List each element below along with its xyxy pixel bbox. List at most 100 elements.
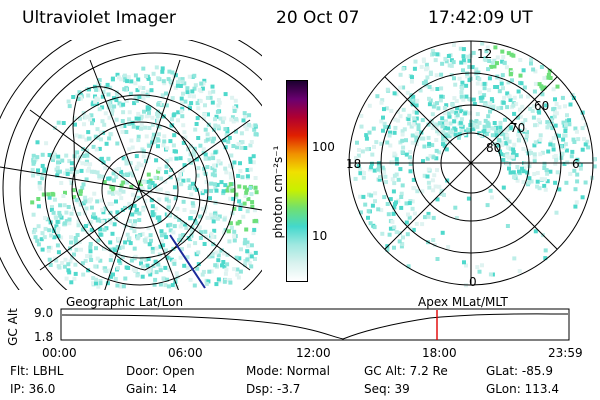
intensity-pixel xyxy=(116,75,121,80)
intensity-pixel xyxy=(194,122,199,126)
intensity-pixel xyxy=(86,114,91,119)
intensity-pixel xyxy=(539,177,544,182)
intensity-pixel xyxy=(482,128,487,133)
intensity-pixel xyxy=(102,122,107,127)
intensity-pixel xyxy=(235,221,240,226)
intensity-pixel xyxy=(156,119,161,123)
intensity-pixel xyxy=(544,168,549,173)
intensity-pixel xyxy=(365,147,370,152)
intensity-pixel xyxy=(578,166,583,171)
intensity-pixel xyxy=(143,125,148,130)
intensity-pixel xyxy=(108,85,113,90)
intensity-pixel xyxy=(187,243,191,248)
intensity-pixel xyxy=(521,147,526,151)
intensity-pixel xyxy=(414,110,419,115)
intensity-pixel xyxy=(563,129,568,133)
intensity-pixel xyxy=(574,200,579,205)
intensity-pixel xyxy=(585,139,590,144)
intensity-pixel xyxy=(80,227,85,232)
intensity-pixel xyxy=(100,207,105,212)
intensity-pixel xyxy=(501,86,505,91)
intensity-pixel xyxy=(188,144,193,149)
intensity-pixel xyxy=(545,120,550,125)
intensity-pixel xyxy=(485,203,490,208)
intensity-pixel xyxy=(95,97,100,102)
altitude-curve xyxy=(61,313,569,340)
intensity-pixel xyxy=(457,135,461,140)
lat-label-60: 60 xyxy=(534,99,549,113)
intensity-pixel xyxy=(94,281,98,286)
intensity-pixel xyxy=(366,209,371,214)
intensity-pixel xyxy=(459,60,464,65)
status-gain: Gain: 14 xyxy=(126,382,177,396)
intensity-pixel xyxy=(164,195,169,200)
intensity-pixel xyxy=(388,130,392,135)
intensity-pixel xyxy=(229,153,234,158)
intensity-pixel xyxy=(133,96,138,101)
intensity-pixel xyxy=(146,113,151,118)
intensity-pixel xyxy=(206,156,211,161)
intensity-pixel xyxy=(238,161,242,166)
intensity-pixel xyxy=(119,196,124,201)
intensity-pixel xyxy=(56,226,61,231)
intensity-pixel xyxy=(62,171,67,176)
intensity-pixel xyxy=(413,59,418,64)
intensity-pixel xyxy=(76,219,81,224)
intensity-pixel xyxy=(406,212,410,217)
intensity-pixel xyxy=(236,275,241,280)
intensity-pixel xyxy=(222,217,227,222)
intensity-pixel xyxy=(88,117,93,122)
intensity-pixel xyxy=(252,227,257,232)
intensity-pixel xyxy=(527,148,532,153)
intensity-pixel xyxy=(401,66,406,71)
intensity-pixel xyxy=(152,183,157,188)
intensity-pixel xyxy=(367,130,372,135)
intensity-pixel xyxy=(502,153,507,157)
intensity-pixel xyxy=(554,158,559,162)
intensity-pixel xyxy=(475,124,480,129)
intensity-pixel xyxy=(573,126,578,131)
intensity-pixel xyxy=(441,142,445,147)
intensity-pixel xyxy=(165,255,170,260)
intensity-pixel xyxy=(504,65,509,70)
intensity-pixel xyxy=(553,123,558,128)
intensity-pixel xyxy=(477,90,482,95)
x-tick-0600: 06:00 xyxy=(168,346,203,360)
intensity-pixel xyxy=(37,184,42,189)
intensity-pixel xyxy=(31,161,36,166)
intensity-pixel xyxy=(83,195,88,200)
intensity-pixel xyxy=(461,47,466,52)
intensity-pixel xyxy=(243,124,248,129)
intensity-pixel xyxy=(43,226,48,231)
intensity-pixel xyxy=(524,134,529,139)
intensity-pixel xyxy=(357,148,361,152)
intensity-pixel xyxy=(128,241,133,246)
intensity-pixel xyxy=(437,121,442,126)
intensity-pixel xyxy=(135,165,140,169)
intensity-pixel xyxy=(94,147,99,152)
intensity-pixel xyxy=(511,170,516,175)
intensity-pixel xyxy=(78,116,82,121)
intensity-pixel xyxy=(55,219,60,224)
intensity-pixel xyxy=(498,129,503,133)
intensity-pixel xyxy=(42,235,47,240)
x-tick-0000: 00:00 xyxy=(42,346,77,360)
intensity-pixel xyxy=(85,153,90,158)
intensity-pixel xyxy=(416,123,421,128)
intensity-pixel xyxy=(181,238,186,243)
intensity-pixel xyxy=(168,175,173,180)
intensity-pixel xyxy=(193,241,198,246)
intensity-pixel xyxy=(103,206,108,211)
intensity-pixel xyxy=(431,155,436,160)
intensity-pixel xyxy=(496,143,501,148)
intensity-pixel xyxy=(215,216,220,221)
intensity-pixel xyxy=(72,116,77,121)
intensity-pixel xyxy=(188,184,193,189)
intensity-pixel xyxy=(543,177,547,182)
intensity-pixel xyxy=(246,197,251,202)
intensity-pixel xyxy=(500,49,505,54)
intensity-pixel xyxy=(394,200,398,205)
intensity-pixel xyxy=(374,140,379,145)
intensity-pixel xyxy=(371,126,376,131)
intensity-pixel xyxy=(508,98,513,102)
